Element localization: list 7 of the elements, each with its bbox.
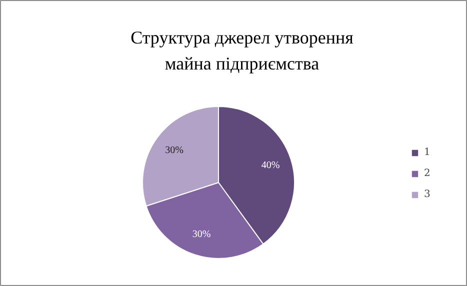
legend-label: 1 bbox=[424, 147, 432, 158]
legend-label: 3 bbox=[424, 189, 432, 200]
legend-label: 2 bbox=[424, 168, 432, 179]
data-label: 30% bbox=[192, 229, 211, 240]
data-label: 40% bbox=[261, 160, 280, 172]
chart-title: Структура джерел утворення майна підприємства bbox=[130, 28, 354, 74]
data-label: 30% bbox=[165, 144, 184, 156]
